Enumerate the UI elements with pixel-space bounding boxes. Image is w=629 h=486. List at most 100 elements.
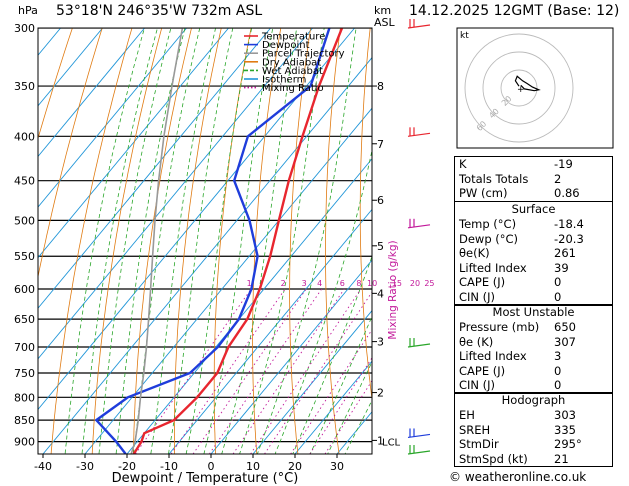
- isotherm-line: [168, 208, 372, 454]
- hodograph-ring: [482, 51, 556, 125]
- wind-barb: [407, 224, 431, 229]
- hodograph-trace: [514, 75, 541, 92]
- index-row-k: K -19: [459, 157, 573, 171]
- wind-barb: [407, 343, 431, 348]
- pressure-tick-label: 500: [14, 214, 35, 227]
- plot-frame: [37, 27, 373, 455]
- dry-adiabat-line: [50, 28, 133, 454]
- chart-axes: 1 2 3 4 6 8 10 15 20 2530035040045050055060065070…: [14, 4, 435, 486]
- dry-adiabat-line: [289, 28, 311, 454]
- legend-label: Temperature: [261, 32, 325, 43]
- hodo-row: EH 303: [459, 408, 576, 422]
- isotherm-line: [210, 259, 372, 454]
- km-tick-label: 1: [377, 434, 384, 447]
- chart-background-lines: [38, 28, 372, 454]
- mixing-ratio-line: [232, 288, 345, 454]
- mixing-ratio-tick-label: 25: [424, 279, 434, 288]
- mu-row: CIN (J) 0: [459, 378, 562, 393]
- mixing-ratio-tick-label: 20: [410, 279, 420, 288]
- index-row-pw: PW (cm) 0.86: [459, 186, 580, 201]
- indices-table: K -19 Totals Totals 2 PW (cm) 0.86: [454, 156, 613, 202]
- isotherm-line: [38, 28, 103, 107]
- lcl-label: LCL: [382, 438, 401, 449]
- dry-adiabat-line: [133, 28, 192, 454]
- pressure-tick-label: 750: [14, 367, 35, 380]
- wind-barb: [407, 450, 431, 455]
- wet-adiabat-line: [132, 28, 201, 454]
- wet-adiabat-line: [64, 28, 145, 454]
- dry-adiabat-line: [359, 28, 372, 403]
- series-parcel-trajectory: [130, 28, 184, 454]
- dry-adiabat-line: [38, 28, 103, 279]
- km-tick-label: 4: [377, 287, 384, 300]
- pressure-tick-label: 850: [14, 414, 35, 427]
- legend-label: Dry Adiabat: [262, 57, 321, 68]
- pressure-tick-label: 700: [14, 341, 35, 354]
- surface-row: CAPE (J) 0: [459, 275, 562, 290]
- isotherm-line: [38, 28, 313, 360]
- wind-barb: [407, 24, 431, 29]
- wet-adiabat-line: [98, 28, 172, 454]
- legend-label: Parcel Trajectory: [262, 49, 345, 60]
- mixing-ratio-line: [324, 379, 372, 454]
- dry-adiabat-line: [91, 28, 163, 454]
- dry-adiabat-line: [252, 28, 282, 454]
- pressure-tick-label: 350: [14, 80, 35, 93]
- dry-adiabat-line: [38, 28, 73, 140]
- km-tick-label: 3: [377, 336, 384, 349]
- surface-row: Lifted Index 39: [459, 260, 569, 275]
- mixing-ratio-tick-label: 8: [356, 279, 361, 288]
- y-axis-unit-label: hPa: [18, 4, 38, 17]
- wet-adiabat-line: [344, 399, 372, 454]
- hodograph-title: Hodograph: [501, 393, 566, 407]
- surface-row: θe(K) 261: [459, 246, 576, 261]
- mixing-ratio-tick-label: 10: [367, 279, 377, 288]
- isotherm-line: [84, 107, 372, 454]
- temperature-tick-label: 30: [330, 460, 344, 473]
- isotherm-line: [38, 28, 271, 309]
- mixing-ratio-axis-label: Mixing Ratio (g/kg): [387, 240, 399, 339]
- km-unit-label: km: [374, 4, 391, 17]
- hodo-row: SREH 335: [459, 422, 576, 437]
- series-dewpoint: [94, 28, 331, 454]
- temperature-tick-label: -30: [76, 460, 94, 473]
- mixing-ratio-line: [250, 288, 362, 454]
- wet-adiabat-line: [185, 28, 253, 454]
- legend-label: Dewpoint: [262, 40, 310, 51]
- mixing-ratio-line: [170, 288, 286, 454]
- hodograph-table: Hodograph EH 303 SREH 335 StmDir 295° StmSp…: [454, 392, 613, 468]
- storm-motion-marker: +: [517, 85, 525, 95]
- mixing-ratio-tick-label: 3: [302, 279, 307, 288]
- wind-barb: [407, 433, 431, 439]
- km-tick-label: 5: [377, 240, 384, 253]
- isotherm-line: [38, 28, 187, 208]
- legend-label: Wet Adiabat: [262, 66, 323, 77]
- temperature-tick-label: -20: [118, 460, 136, 473]
- km-tick-label: 7: [377, 138, 384, 151]
- wet-adiabat-line: [274, 148, 372, 454]
- km-tick-label: 2: [377, 387, 384, 400]
- mixing-ratio-line: [192, 288, 307, 454]
- pressure-tick-label: 550: [14, 250, 35, 263]
- legend-label: Mixing Ratio: [262, 83, 324, 94]
- isotherm-line: [42, 56, 372, 454]
- mixing-ratio-line: [290, 328, 372, 454]
- surface-row: Temp (°C) -18.4: [459, 217, 584, 231]
- most-unstable-table: Most Unstable Pressure (mb) 650 θe (K) 307…: [454, 304, 613, 394]
- wet-adiabat-line: [167, 28, 234, 454]
- surface-row: CIN (J) 0: [459, 289, 562, 304]
- wet-adiabat-line: [292, 255, 372, 454]
- dry-adiabat-line: [325, 28, 341, 454]
- isotherm-line: [126, 158, 372, 454]
- hodo-row: StmDir 295°: [459, 437, 582, 452]
- mixing-ratio-tick-label: 2: [281, 279, 286, 288]
- temperature-tick-label: -10: [160, 460, 178, 473]
- x-axis-title: Dewpoint / Temperature (°C): [112, 471, 299, 486]
- wet-adiabat-line: [115, 28, 186, 454]
- temperature-tick-label: 20: [288, 460, 302, 473]
- dry-adiabat-line: [174, 28, 222, 454]
- most-unstable-title: Most Unstable: [492, 305, 575, 319]
